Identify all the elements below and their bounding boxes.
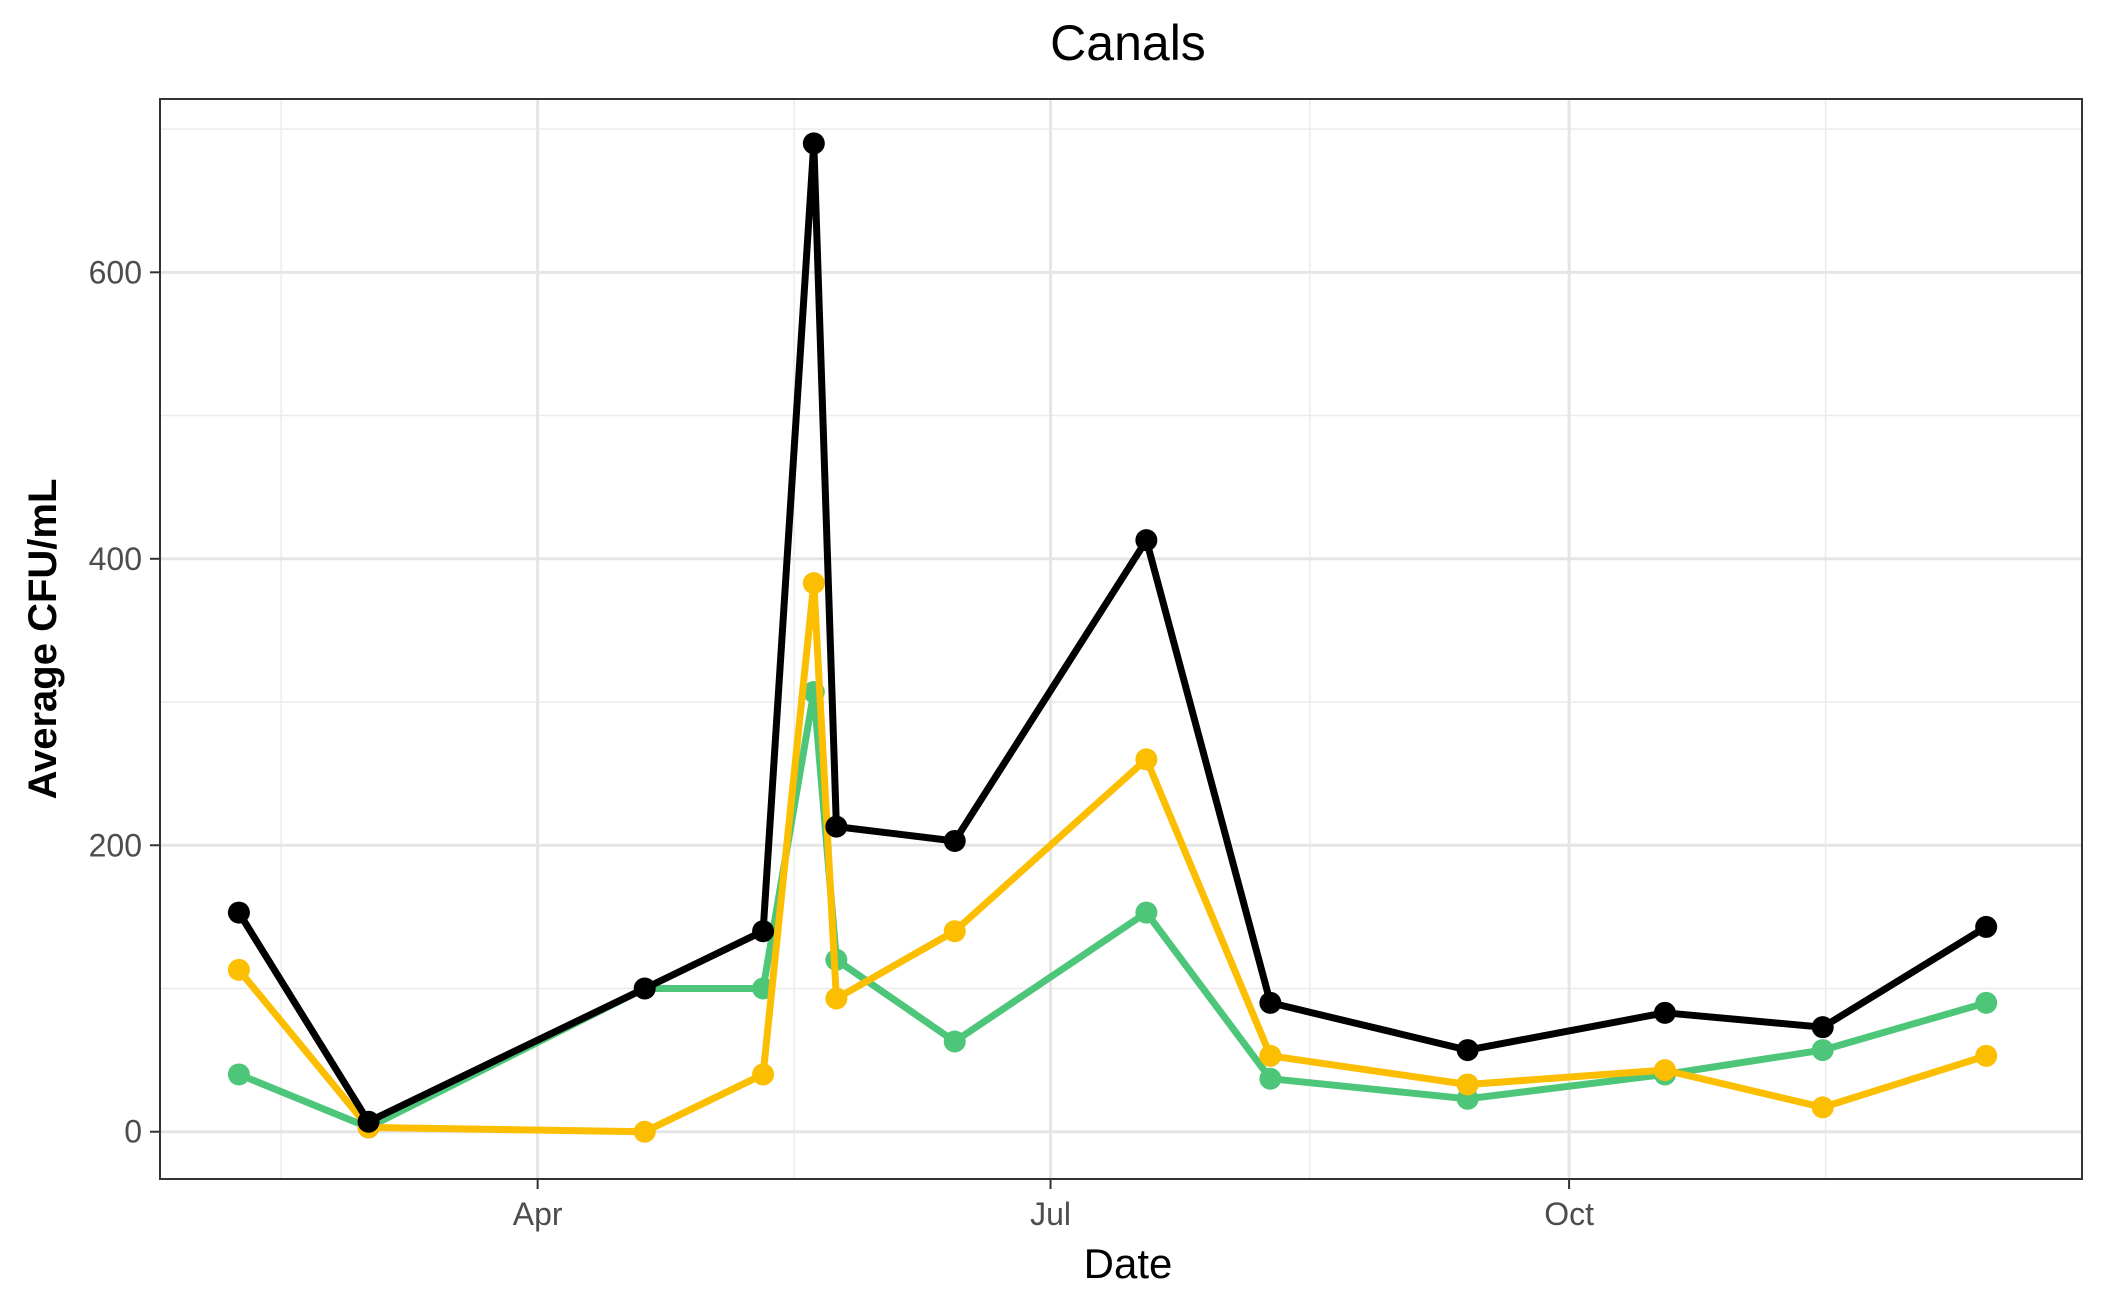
- y-tick-label: 600: [89, 254, 142, 290]
- y-tick-label: 0: [124, 1114, 142, 1150]
- data-point: [752, 1063, 775, 1086]
- data-point: [943, 829, 966, 852]
- data-point: [1653, 1059, 1676, 1082]
- data-point: [357, 1110, 380, 1133]
- x-axis-title: Date: [1084, 1240, 1173, 1287]
- data-point: [1259, 991, 1282, 1014]
- series-0: [227, 132, 1998, 1133]
- data-point: [825, 815, 848, 838]
- data-point: [633, 1120, 656, 1143]
- data-point: [1811, 1096, 1834, 1119]
- data-point: [1135, 748, 1158, 771]
- data-point: [227, 958, 250, 981]
- series-layer: [227, 132, 1998, 1143]
- x-tick-label: Apr: [513, 1196, 563, 1232]
- minor-gridlines: [160, 99, 2082, 1179]
- data-point: [943, 1030, 966, 1053]
- data-point: [1456, 1073, 1479, 1096]
- data-point: [227, 901, 250, 924]
- chart-title: Canals: [1050, 15, 1206, 71]
- data-point: [1975, 1044, 1998, 1067]
- plot-panel: [160, 99, 2082, 1179]
- x-axis: Apr Jul Oct: [513, 1179, 1594, 1232]
- x-tick-label: Oct: [1544, 1196, 1594, 1232]
- y-axis-title: Average CFU/mL: [21, 479, 65, 800]
- y-tick-label: 200: [89, 827, 142, 863]
- data-point: [1259, 1044, 1282, 1067]
- data-point: [1259, 1067, 1282, 1090]
- data-point: [1135, 901, 1158, 924]
- data-point: [825, 987, 848, 1010]
- data-point: [752, 920, 775, 943]
- data-point: [633, 977, 656, 1000]
- plot-border: [159, 98, 2083, 1180]
- data-point: [1811, 1039, 1834, 1062]
- data-point: [943, 920, 966, 943]
- data-point: [227, 1063, 250, 1086]
- data-point: [802, 572, 825, 595]
- data-point: [1975, 915, 1998, 938]
- data-point: [1653, 1001, 1676, 1024]
- data-point: [1975, 991, 1998, 1014]
- y-tick-label: 400: [89, 541, 142, 577]
- y-axis: 0 200 400 600: [89, 254, 160, 1150]
- data-point: [1811, 1016, 1834, 1039]
- x-tick-label: Jul: [1030, 1196, 1071, 1232]
- data-point: [1135, 529, 1158, 552]
- data-point: [1456, 1039, 1479, 1062]
- data-point: [802, 132, 825, 155]
